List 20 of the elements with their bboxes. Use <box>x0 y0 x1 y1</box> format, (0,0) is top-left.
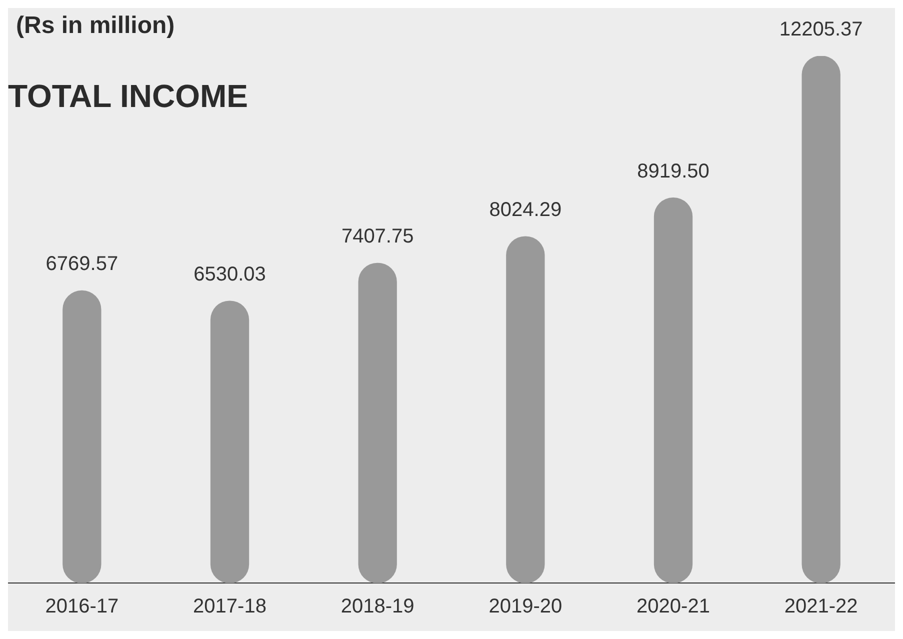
data-label: 7407.75 <box>341 226 414 248</box>
bar <box>210 300 250 583</box>
x-tick-label: 2018-19 <box>340 596 414 618</box>
data-label: 12205.37 <box>779 18 863 41</box>
x-tick-label: 2021-22 <box>784 596 858 618</box>
bar <box>358 262 397 583</box>
x-tick-label: 2020-21 <box>636 596 710 618</box>
bar <box>506 236 545 583</box>
data-label: 8919.50 <box>637 160 710 182</box>
x-tick-label: 2016-17 <box>45 596 119 618</box>
x-tick-label: 2017-18 <box>193 596 266 618</box>
text: TOTAL INCOME <box>8 78 248 115</box>
x-tick-label: 2019-20 <box>488 596 562 618</box>
data-label: 8024.29 <box>489 199 562 222</box>
bar <box>62 290 102 583</box>
chart-subtitle: (Rs in million) <box>16 12 175 40</box>
data-label: 6769.57 <box>46 253 118 276</box>
bar <box>654 198 693 583</box>
data-label: 6530.03 <box>194 264 266 286</box>
bar <box>802 56 840 583</box>
